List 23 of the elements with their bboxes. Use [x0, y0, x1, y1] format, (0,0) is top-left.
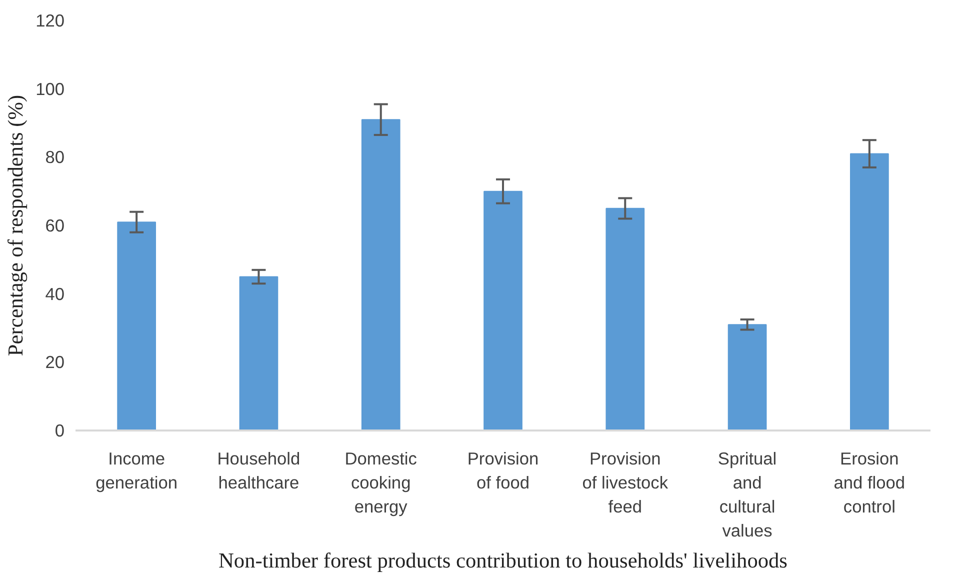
- bar: [117, 222, 156, 430]
- x-axis-title: Non-timber forest products contribution to households' livelihoods: [218, 548, 788, 572]
- x-tick-label: Domestic cooking energy: [344, 448, 418, 516]
- x-tick-label: Provision of livestock feed: [582, 448, 668, 516]
- bar: [728, 324, 767, 430]
- x-tick-label: Income generation: [96, 448, 178, 492]
- y-tick-label: 120: [36, 10, 65, 30]
- bar: [239, 276, 278, 430]
- bar: [606, 208, 645, 430]
- bar: [484, 190, 522, 430]
- x-tick-label: Erosion and flood control: [834, 448, 906, 516]
- y-tick-label: 0: [54, 420, 65, 440]
- y-tick-label: 20: [45, 352, 65, 372]
- y-tick-label: 60: [45, 216, 65, 236]
- x-tick-label: Spritual and cultural values: [718, 448, 777, 540]
- bar: [850, 153, 889, 430]
- x-tick-label: Household healthcare: [217, 448, 300, 492]
- x-tick-label: Provision of food: [467, 448, 539, 492]
- bar: [361, 119, 400, 430]
- y-tick-label: 100: [36, 78, 65, 99]
- y-tick-label: 80: [45, 147, 65, 168]
- y-axis-title: Percentage of respondents (%): [4, 94, 28, 356]
- y-tick-label: 40: [45, 284, 65, 304]
